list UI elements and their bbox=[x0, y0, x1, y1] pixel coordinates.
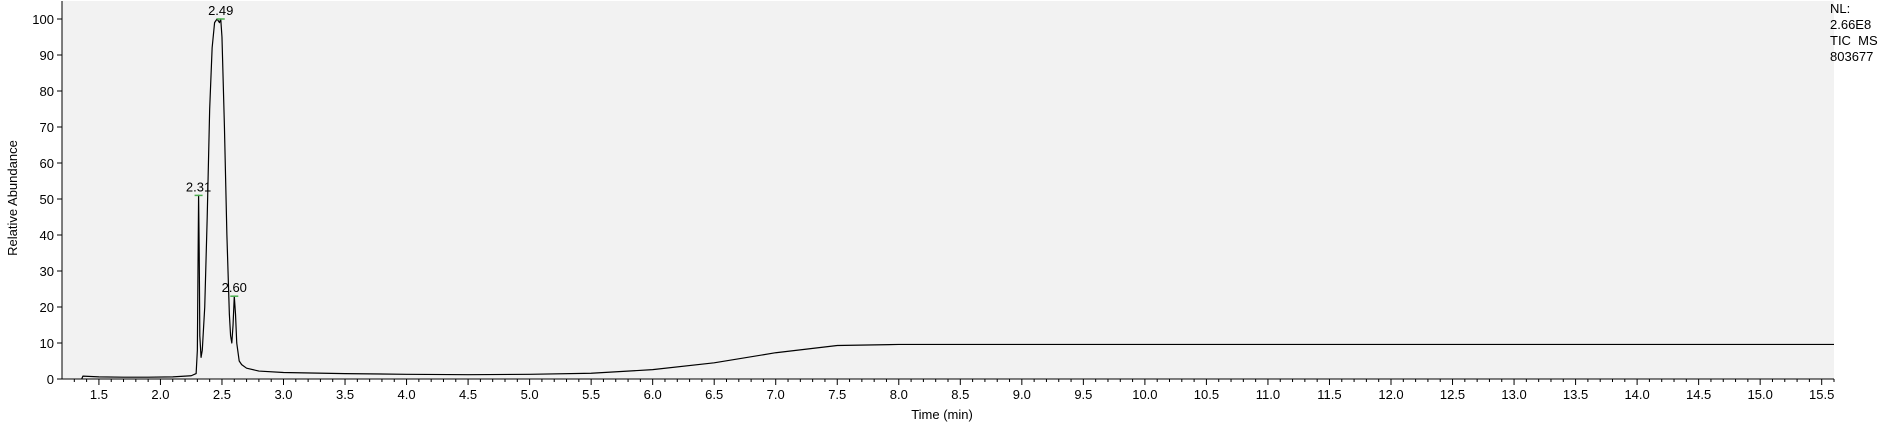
x-tick-label: 14.5 bbox=[1686, 387, 1711, 402]
y-tick-label: 30 bbox=[40, 264, 54, 279]
x-tick-label: 3.5 bbox=[336, 387, 354, 402]
plot-background bbox=[62, 1, 1834, 379]
x-tick-label: 8.5 bbox=[951, 387, 969, 402]
x-tick-label: 8.0 bbox=[890, 387, 908, 402]
x-tick-label: 12.0 bbox=[1378, 387, 1403, 402]
y-tick-label: 100 bbox=[32, 12, 54, 27]
x-tick-label: 6.0 bbox=[644, 387, 662, 402]
y-tick-label: 90 bbox=[40, 48, 54, 63]
normalization-level-label: NL: bbox=[1830, 1, 1851, 16]
x-tick-label: 13.0 bbox=[1501, 387, 1526, 402]
x-tick-label: 4.5 bbox=[459, 387, 477, 402]
x-tick-label: 9.0 bbox=[1013, 387, 1031, 402]
x-tick-label: 13.5 bbox=[1563, 387, 1588, 402]
x-tick-label: 7.5 bbox=[828, 387, 846, 402]
y-tick-label: 60 bbox=[40, 156, 54, 171]
x-tick-label: 11.0 bbox=[1256, 387, 1280, 402]
x-tick-label: 4.0 bbox=[398, 387, 416, 402]
x-tick-label: 10.5 bbox=[1194, 387, 1219, 402]
y-tick-label: 10 bbox=[40, 336, 54, 351]
x-tick-label: 2.0 bbox=[151, 387, 169, 402]
x-tick-label: 6.5 bbox=[705, 387, 723, 402]
x-tick-label: 1.5 bbox=[90, 387, 108, 402]
file-id-label: 803677 bbox=[1830, 49, 1874, 64]
x-tick-label: 9.5 bbox=[1074, 387, 1092, 402]
x-tick-label: 2.5 bbox=[213, 387, 231, 402]
x-tick-label: 10.0 bbox=[1132, 387, 1157, 402]
y-tick-label: 20 bbox=[40, 300, 54, 315]
x-tick-label: 3.0 bbox=[274, 387, 292, 402]
scan-filter-label: TIC MS bbox=[1830, 33, 1878, 48]
x-tick-label: 15.0 bbox=[1748, 387, 1773, 402]
peak-label: 2.60 bbox=[222, 280, 247, 295]
y-axis-title: Relative Abundance bbox=[5, 140, 20, 256]
peak-label: 2.49 bbox=[208, 3, 233, 18]
y-tick-label: 0 bbox=[47, 372, 54, 387]
peak-label: 2.31 bbox=[186, 179, 211, 194]
x-axis-title: Time (min) bbox=[911, 407, 973, 422]
y-tick-label: 40 bbox=[40, 228, 54, 243]
y-tick-label: 50 bbox=[40, 192, 54, 207]
x-tick-label: 7.0 bbox=[767, 387, 785, 402]
normalization-level-value: 2.66E8 bbox=[1830, 17, 1872, 32]
x-tick-label: 15.5 bbox=[1809, 387, 1834, 402]
y-tick-label: 80 bbox=[40, 84, 54, 99]
x-tick-label: 14.0 bbox=[1624, 387, 1649, 402]
x-tick-label: 5.0 bbox=[521, 387, 539, 402]
x-tick-label: 11.5 bbox=[1317, 387, 1341, 402]
tic-trace-line bbox=[81, 18, 1834, 380]
x-tick-label: 5.5 bbox=[582, 387, 600, 402]
y-tick-label: 70 bbox=[40, 120, 54, 135]
x-tick-label: 12.5 bbox=[1440, 387, 1465, 402]
